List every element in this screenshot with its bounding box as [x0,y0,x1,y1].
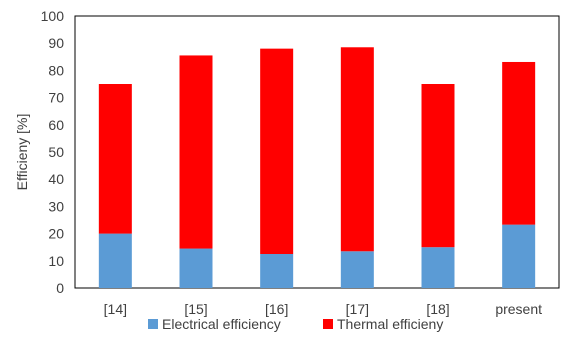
y-tick-label: 10 [48,253,64,269]
bar-thermal-3 [340,47,374,252]
legend-label-electrical: Electrical efficiency [162,316,281,332]
bar-electrical-1 [179,248,213,288]
y-tick-label: 0 [56,280,64,296]
y-tick-label: 30 [48,198,64,214]
bar-electrical-3 [340,251,374,288]
x-tick-label: [14] [104,301,127,317]
y-tick-label: 70 [48,90,64,106]
y-tick-labels: 0 10 20 30 40 50 60 70 80 90 100 [41,8,65,296]
x-tick-label: [15] [184,301,207,317]
x-tick-labels: [14] [15] [16] [17] [18] present [104,301,542,317]
y-tick-label: 90 [48,35,64,51]
bar-thermal-4 [421,84,455,248]
x-tick-label: [18] [426,301,449,317]
x-tick-label: present [495,301,542,317]
y-tick-label: 50 [48,144,64,160]
legend: Electrical efficiency Thermal efficieny [148,316,443,332]
y-tick-label: 40 [48,171,64,187]
y-tick-label: 60 [48,117,64,133]
y-tick-label: 80 [48,62,64,78]
bar-electrical-2 [260,254,294,288]
legend-swatch-thermal [323,319,333,329]
bar-electrical-4 [421,247,455,288]
x-tick-label: [16] [265,301,288,317]
plot-area-frame [74,15,560,289]
x-tick-label: [17] [346,301,369,317]
bar-electrical-5 [502,224,536,288]
bar-thermal-0 [98,84,132,234]
legend-label-thermal: Thermal efficieny [337,316,443,332]
bar-thermal-1 [179,55,213,249]
bars-layer [98,47,536,288]
bar-thermal-2 [260,48,294,254]
bar-thermal-5 [502,61,536,225]
y-axis-title: Efficieny [%] [14,114,30,191]
bar-electrical-0 [98,233,132,288]
legend-swatch-electrical [148,319,158,329]
y-tick-label: 100 [41,8,65,24]
y-tick-label: 20 [48,226,64,242]
